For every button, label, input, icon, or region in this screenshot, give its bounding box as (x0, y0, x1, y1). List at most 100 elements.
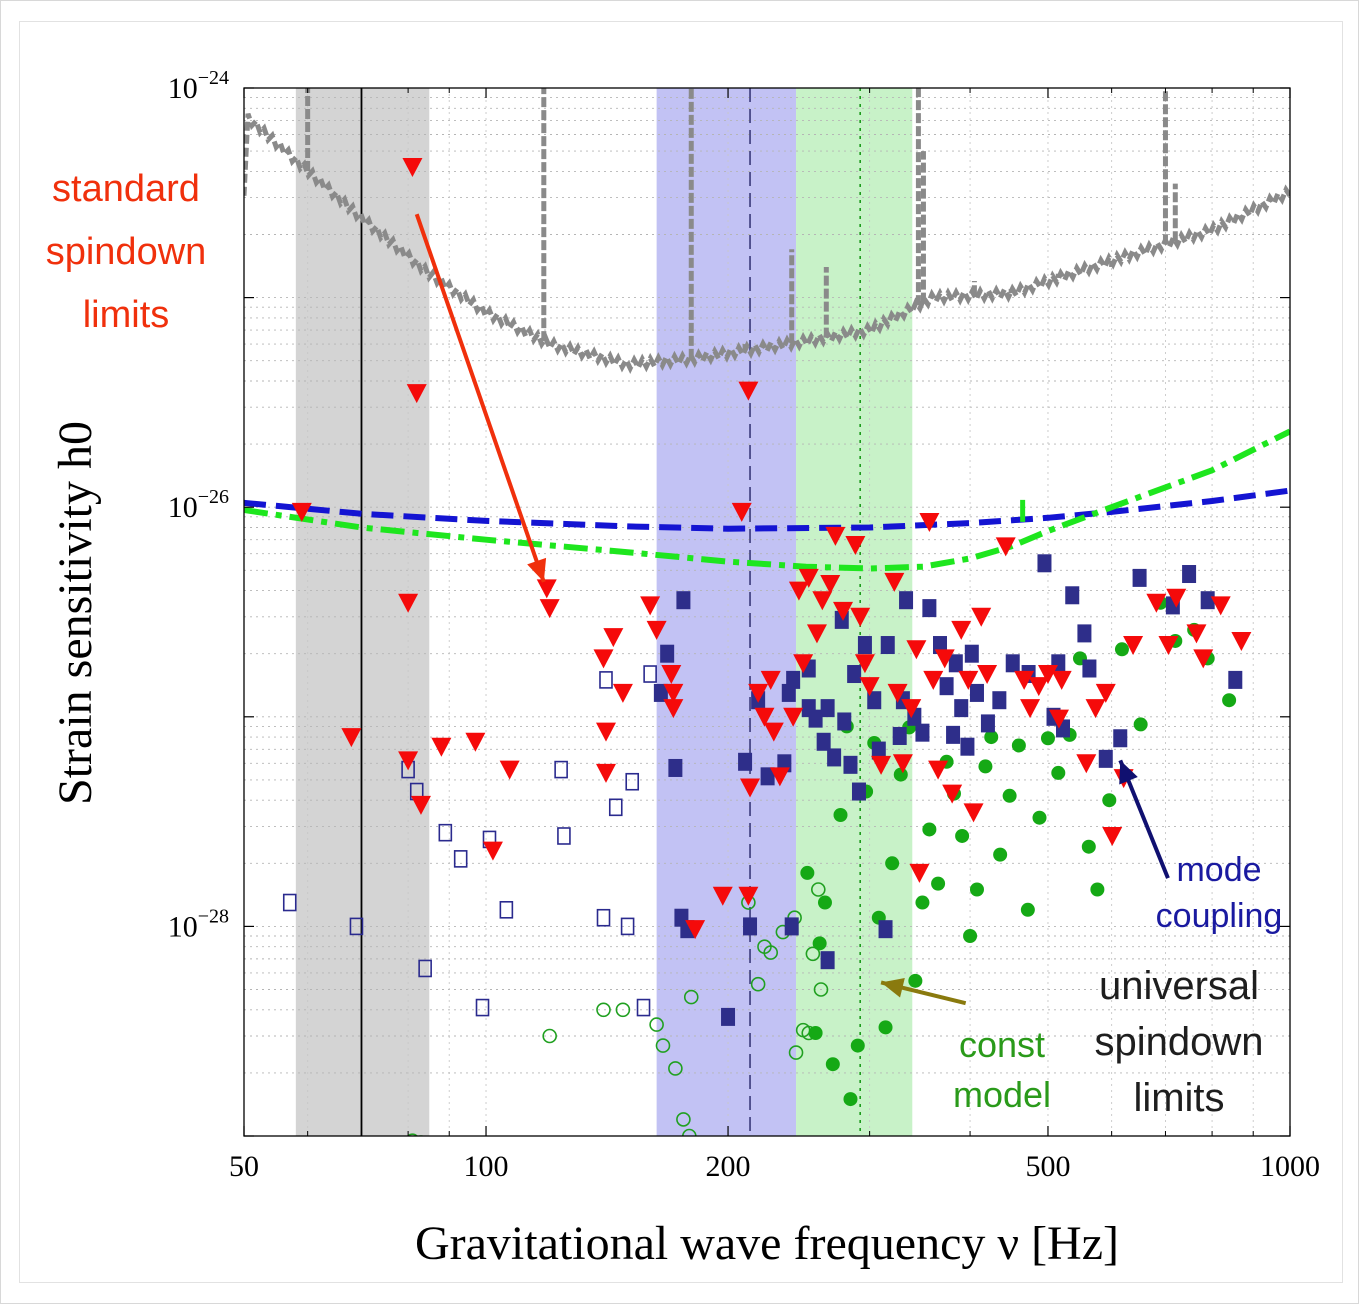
triangle-point (812, 591, 833, 611)
annotation-label: spindown (1094, 1020, 1263, 1064)
triangle-point (963, 803, 984, 823)
filled-square-point (1065, 586, 1080, 605)
triangle-point (754, 707, 775, 727)
filled-circle-point (1102, 793, 1117, 808)
filled-square-point (676, 591, 691, 610)
triangle-point (850, 607, 871, 627)
triangle-point (685, 920, 706, 940)
triangle-point (825, 526, 846, 546)
filled-square-point (899, 591, 914, 610)
triangle-point (919, 512, 940, 532)
filled-circle-point (1020, 902, 1035, 917)
triangle-point (1076, 754, 1097, 774)
open-circle-point (788, 1045, 804, 1060)
open-square-point (620, 917, 635, 936)
triangle-point (740, 778, 761, 798)
annotation-label: mode (1176, 851, 1261, 889)
triangle-point (763, 722, 784, 742)
open-circle-point (406, 1133, 419, 1136)
filled-square-point (837, 712, 852, 731)
open-square-point (643, 665, 657, 683)
triangle-point (661, 665, 682, 685)
filled-square-point (992, 691, 1007, 710)
open-circle-point (596, 1002, 611, 1018)
triangle-point (977, 665, 998, 685)
annotation-arrow-head (881, 978, 905, 998)
open-square-point (418, 959, 432, 978)
annotation-arrow-head (1119, 760, 1138, 785)
filled-circle-point (1011, 738, 1026, 753)
triangle-point (748, 683, 769, 703)
triangle-point (951, 620, 972, 640)
triangle-point (995, 537, 1016, 557)
annotation-arrows (414, 213, 1170, 1006)
triangle-point (712, 886, 733, 906)
annotation-label: const (959, 1024, 1045, 1065)
open-square-point (599, 671, 613, 689)
filled-circle-point (969, 882, 984, 897)
open-circle-point (682, 1128, 697, 1136)
triangle-point (398, 593, 419, 613)
filled-circle-point (1133, 717, 1148, 732)
open-square-point (625, 772, 640, 791)
triangle-point (731, 502, 752, 522)
filled-square-point (1037, 554, 1052, 573)
filled-circle-point (893, 767, 908, 782)
open-circle-point (763, 945, 779, 960)
triangle-point (1210, 596, 1231, 616)
filled-circle-point (1002, 788, 1017, 803)
open-square-point (499, 901, 514, 919)
triangle-point (738, 381, 759, 401)
triangle-point (1020, 699, 1041, 719)
triangle-point (887, 683, 908, 703)
triangle-point (909, 863, 930, 883)
triangle-point (1231, 631, 1252, 651)
annotation-label: standard (52, 168, 200, 210)
triangle-point (1193, 649, 1214, 669)
triangle-point (901, 699, 922, 719)
open-circle-point (668, 1061, 683, 1076)
filled-circle-point (833, 808, 848, 823)
triangle-point (539, 599, 560, 619)
open-circle-point (542, 1028, 557, 1044)
filled-square-point (1182, 565, 1197, 584)
filled-circle-point (993, 847, 1008, 862)
filled-square-point (738, 752, 753, 771)
filled-circle-point (978, 759, 993, 774)
triangle-point (1102, 826, 1123, 846)
triangle-point (465, 732, 486, 752)
triangle-point (1158, 636, 1179, 656)
triangle-point (806, 624, 827, 644)
filled-square-point (969, 683, 984, 702)
open-circle-point (683, 989, 699, 1005)
triangle-point (793, 654, 814, 674)
sensitivity-curves (244, 88, 1290, 572)
open-square-point (453, 850, 468, 868)
triangle-point (595, 763, 616, 783)
triangle-point (928, 760, 949, 780)
annotation-label: limits (83, 294, 170, 336)
filled-circle-point (984, 730, 999, 745)
filled-circle-point (1040, 731, 1055, 746)
open-circle-point (750, 976, 766, 992)
triangle-point (1095, 683, 1116, 703)
filled-circle-point (963, 928, 978, 943)
filled-square-point (851, 782, 866, 801)
filled-square-point (1113, 729, 1128, 748)
detector-noise-curve (244, 112, 1290, 374)
open-square-point (636, 998, 651, 1017)
triangle-point (1146, 593, 1167, 613)
filled-square-point (948, 654, 963, 673)
filled-square-point (954, 699, 969, 718)
triangle-point (971, 607, 992, 627)
open-square-point (608, 798, 623, 817)
triangle-point (402, 157, 423, 177)
annotation-label: universal (1099, 964, 1259, 1008)
triangle-point (593, 649, 614, 669)
triangle-point (871, 755, 892, 775)
annotation-arrow-line (414, 213, 546, 583)
triangle-point (612, 683, 633, 703)
filled-circle-point (812, 936, 827, 951)
x-tick-label: 200 (706, 1150, 751, 1183)
